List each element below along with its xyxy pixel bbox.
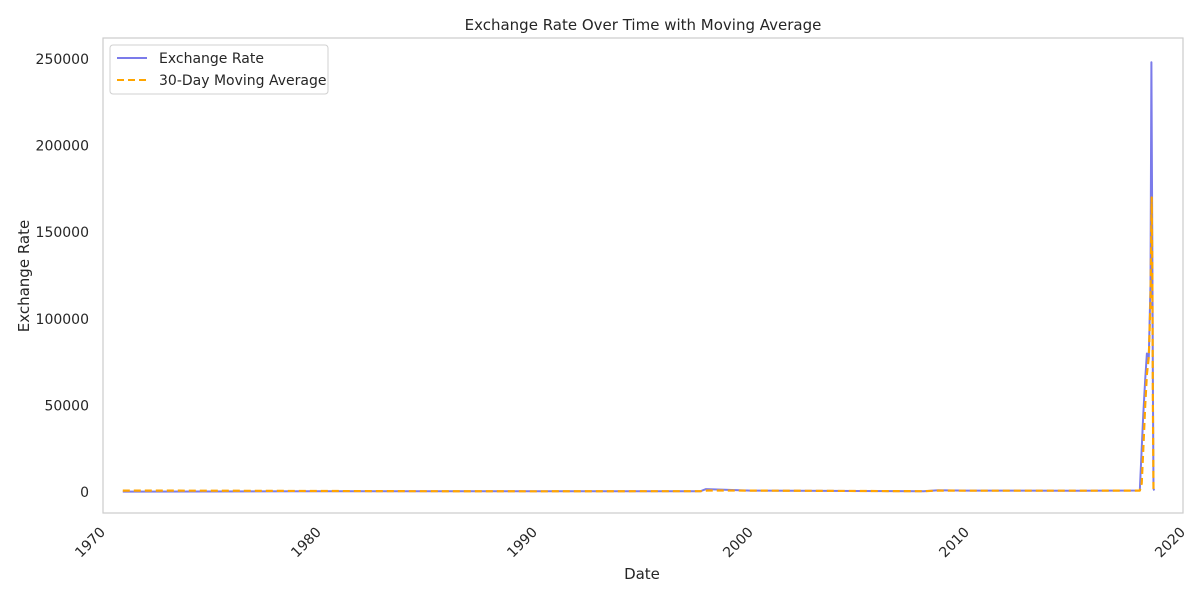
x-tick-label: 1990 [504,525,541,562]
y-tick-label: 150000 [36,225,89,241]
chart-title: Exchange Rate Over Time with Moving Aver… [465,16,822,34]
x-tick-label: 2000 [720,525,757,562]
legend-box [109,44,329,95]
y-tick-label: 200000 [36,138,89,154]
legend-label: Exchange Rate [159,51,264,67]
y-tick-label: 0 [80,485,89,501]
y-tick-label: 250000 [36,52,89,68]
x-tick-label: 2010 [936,525,973,562]
y-axis: 0 50000 100000 150000 200000 250000 [36,52,89,501]
x-axis: 1970 1980 1990 2000 2010 2020 [72,525,1189,562]
x-tick-label: 1970 [72,525,109,562]
moving-average-line [122,196,1156,493]
legend: Exchange Rate 30-Day Moving Average [109,44,329,95]
y-tick-label: 100000 [36,312,89,328]
legend-label: 30-Day Moving Average [159,73,326,89]
y-tick-label: 50000 [44,399,89,415]
plot-area [102,37,1184,514]
series-layer [122,61,1156,493]
x-tick-label: 1980 [288,525,325,562]
y-axis-label: Exchange Rate [15,220,33,332]
plot-frame [102,37,1184,514]
x-tick-label: 2020 [1152,525,1189,562]
x-axis-label: Date [624,565,660,583]
